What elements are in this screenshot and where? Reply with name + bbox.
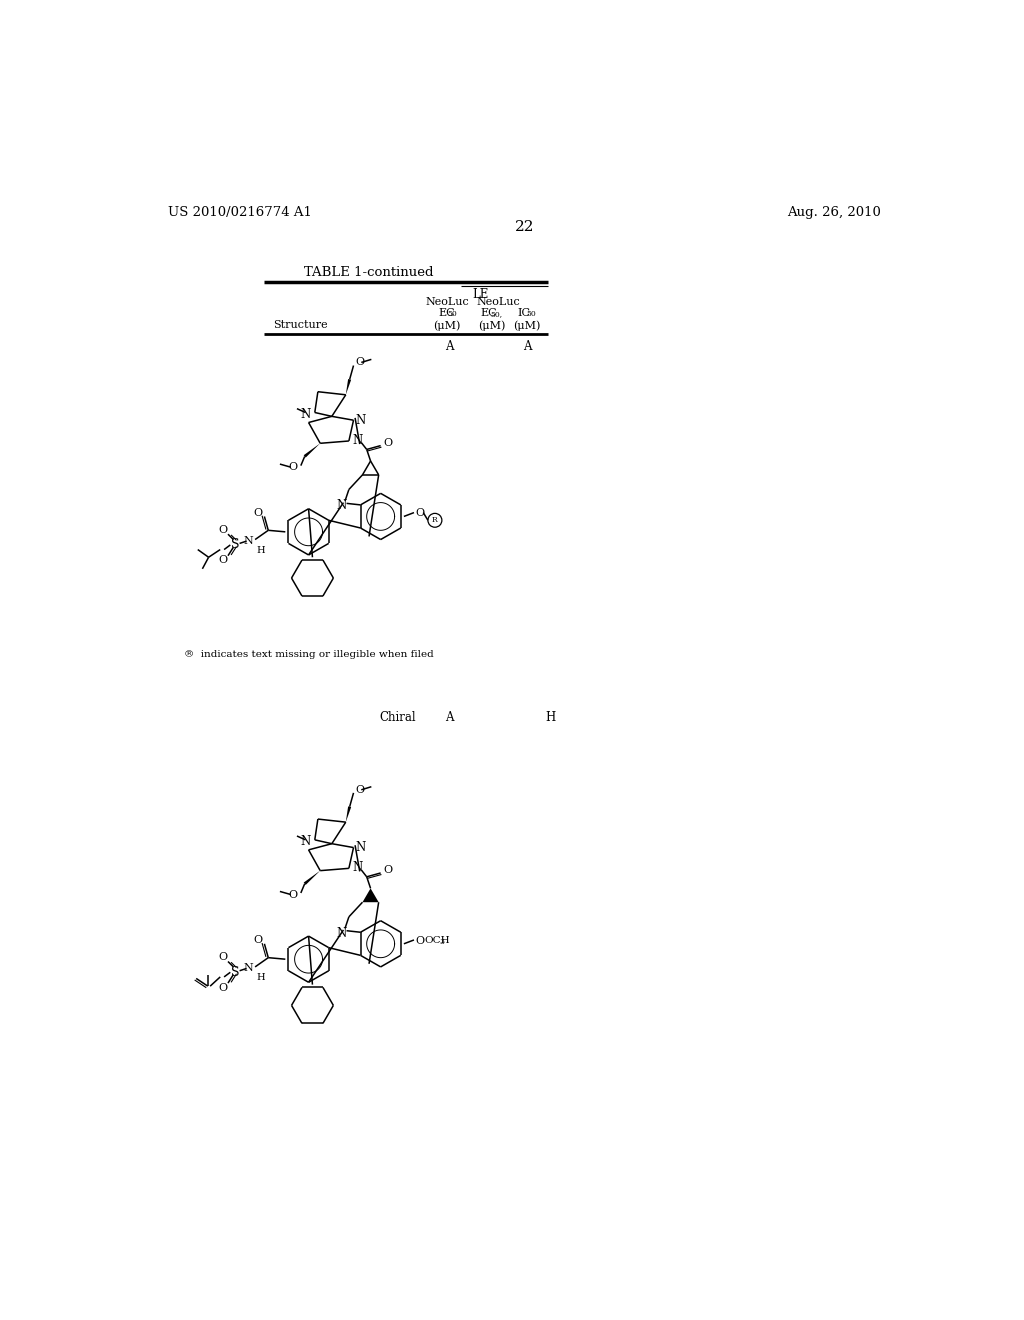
Text: O: O bbox=[254, 508, 263, 517]
Text: 50,: 50, bbox=[489, 310, 502, 318]
Text: O: O bbox=[219, 524, 228, 535]
Text: (μM): (μM) bbox=[433, 321, 461, 331]
Text: O: O bbox=[383, 865, 392, 875]
Text: S: S bbox=[231, 966, 240, 979]
Text: N: N bbox=[355, 841, 366, 854]
Text: 3: 3 bbox=[439, 939, 444, 946]
Text: NeoLuc: NeoLuc bbox=[425, 297, 469, 308]
Text: O: O bbox=[383, 437, 392, 447]
Text: (μM): (μM) bbox=[513, 321, 541, 331]
Text: A: A bbox=[445, 341, 454, 354]
Text: R: R bbox=[432, 516, 438, 524]
Text: EC: EC bbox=[438, 308, 455, 318]
Text: N: N bbox=[337, 499, 347, 512]
Text: Structure: Structure bbox=[272, 321, 328, 330]
Text: 50: 50 bbox=[526, 310, 537, 318]
Text: 22: 22 bbox=[515, 220, 535, 234]
Text: O: O bbox=[416, 508, 425, 519]
Text: OCH: OCH bbox=[424, 936, 450, 945]
Text: TABLE 1-continued: TABLE 1-continued bbox=[303, 267, 433, 280]
Text: S: S bbox=[231, 539, 240, 552]
Text: O: O bbox=[289, 890, 298, 899]
Text: N: N bbox=[301, 834, 311, 847]
Polygon shape bbox=[362, 888, 379, 903]
Text: O: O bbox=[355, 358, 365, 367]
Text: O: O bbox=[219, 982, 228, 993]
Polygon shape bbox=[346, 807, 351, 822]
Text: A: A bbox=[445, 711, 454, 725]
Polygon shape bbox=[304, 871, 321, 884]
Text: LE: LE bbox=[472, 288, 488, 301]
Text: 50: 50 bbox=[447, 310, 457, 318]
Text: H: H bbox=[257, 973, 265, 982]
Text: NeoLuc: NeoLuc bbox=[476, 297, 520, 308]
Text: Aug. 26, 2010: Aug. 26, 2010 bbox=[787, 206, 882, 219]
Text: US 2010/0216774 A1: US 2010/0216774 A1 bbox=[168, 206, 312, 219]
Text: A: A bbox=[523, 341, 531, 354]
Text: O: O bbox=[254, 935, 263, 945]
Text: N: N bbox=[243, 964, 253, 973]
Text: (μM): (μM) bbox=[478, 321, 505, 331]
Polygon shape bbox=[346, 379, 351, 395]
Text: N: N bbox=[337, 927, 347, 940]
Text: Chiral: Chiral bbox=[379, 711, 416, 725]
Text: O: O bbox=[416, 936, 425, 945]
Polygon shape bbox=[304, 444, 321, 458]
Text: O: O bbox=[219, 952, 228, 962]
Text: N: N bbox=[243, 536, 253, 546]
Text: IC: IC bbox=[518, 308, 530, 318]
Text: O: O bbox=[355, 785, 365, 795]
Text: N: N bbox=[355, 413, 366, 426]
Text: ®  indicates text missing or illegible when filed: ® indicates text missing or illegible wh… bbox=[183, 649, 433, 659]
Text: O: O bbox=[219, 556, 228, 565]
Text: H: H bbox=[257, 545, 265, 554]
Text: H: H bbox=[545, 711, 555, 725]
Text: N: N bbox=[352, 861, 362, 874]
Text: O: O bbox=[289, 462, 298, 473]
Text: N: N bbox=[301, 408, 311, 421]
Text: N: N bbox=[352, 434, 362, 446]
Text: EC: EC bbox=[480, 308, 498, 318]
